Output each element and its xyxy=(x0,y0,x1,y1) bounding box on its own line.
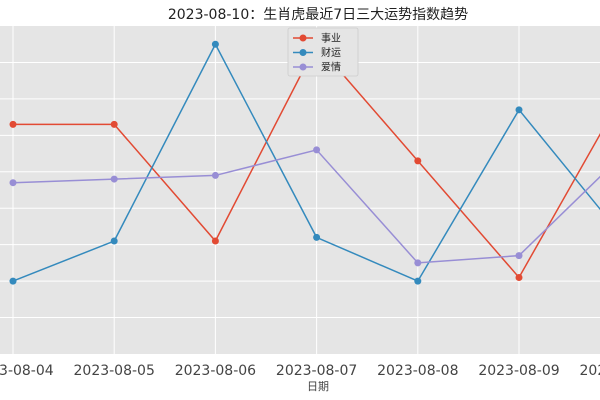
x-tick-label: 2023-08-09 xyxy=(478,363,559,379)
data-point xyxy=(515,273,523,281)
data-point xyxy=(9,179,17,187)
legend-marker xyxy=(299,63,307,71)
x-tick-label: 2023-08-10 xyxy=(580,363,600,379)
data-point xyxy=(313,233,321,241)
x-tick-label: 2023-08-05 xyxy=(74,363,155,379)
data-point xyxy=(110,120,118,128)
data-point xyxy=(211,171,219,179)
data-point xyxy=(110,175,118,183)
data-point xyxy=(414,157,422,165)
data-point xyxy=(515,106,523,114)
x-tick-label: 2023-08-07 xyxy=(276,363,357,379)
data-point xyxy=(313,146,321,154)
legend-marker xyxy=(299,49,307,56)
x-tick-label: 2023-08-08 xyxy=(377,363,458,379)
data-point xyxy=(9,120,17,128)
x-tick-labels: 2023-08-04 2023-08-05 2023-08-06 2023-08-07… xyxy=(0,363,600,379)
x-tick-label: 2023-08-06 xyxy=(175,363,256,379)
legend-label: 爱情 xyxy=(321,61,341,74)
data-point xyxy=(211,40,219,48)
legend-label: 财运 xyxy=(321,46,341,59)
data-point xyxy=(414,277,422,285)
data-point xyxy=(110,237,118,245)
legend-label: 事业 xyxy=(321,32,341,45)
x-tick-label: 2023-08-04 xyxy=(0,363,54,379)
chart-title: 2023-08-10：生肖虎最近7日三大运势指数趋势 xyxy=(168,7,468,23)
data-point xyxy=(515,252,523,260)
data-point xyxy=(414,259,422,267)
legend-marker xyxy=(299,34,307,42)
data-point xyxy=(211,237,219,245)
x-axis-label: 日期 xyxy=(307,380,329,393)
plot-area xyxy=(0,26,600,354)
data-point xyxy=(9,277,17,285)
